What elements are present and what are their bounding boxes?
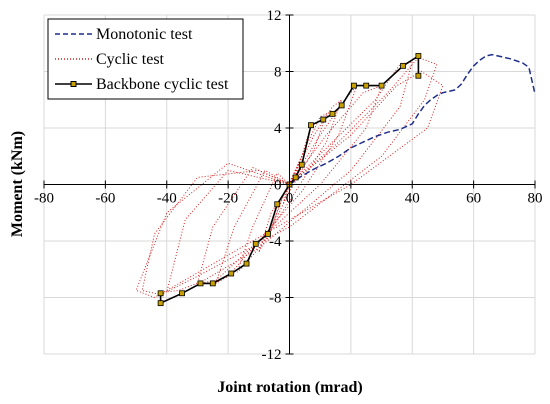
backbone-marker (338, 102, 345, 109)
backbone-marker (298, 161, 305, 168)
x-tick-label: 20 (343, 191, 358, 207)
x-tick-label: -60 (95, 191, 115, 207)
backbone-marker (157, 290, 164, 297)
legend-marker-backbone (70, 81, 77, 87)
x-tick-label: 60 (466, 191, 481, 207)
cyclic-test-loop (166, 60, 414, 293)
y-tick-label: 4 (274, 121, 282, 137)
y-tick-label: 8 (274, 65, 282, 81)
y-axis-title: Moment (kNm) (9, 131, 26, 237)
backbone-marker (415, 53, 422, 59)
x-tick-label: -20 (218, 191, 238, 207)
backbone-marker (292, 174, 299, 181)
cyclic-test-loop (141, 56, 438, 296)
backbone-marker (400, 62, 406, 69)
cyclic-test-loop (196, 84, 383, 285)
legend-label-backbone: Backbone cyclic test (96, 76, 229, 93)
legend-box (47, 18, 244, 100)
monotonic-test-line (289, 53, 536, 186)
backbone-marker (378, 82, 385, 89)
backbone-marker (329, 110, 336, 117)
series-layer (135, 53, 536, 307)
cyclic-test-loop (258, 112, 328, 253)
y-tick-labels: 12 8 4 0 -4 -8 -12 (262, 8, 283, 363)
backbone-marker (252, 240, 259, 247)
x-tick-label: 80 (528, 191, 543, 207)
backbone-marker (197, 280, 204, 287)
x-tick-label: 40 (405, 191, 420, 207)
backbone-marker (320, 116, 327, 123)
backbone-marker (351, 82, 357, 89)
backbone-marker (415, 72, 422, 79)
backbone-marker (209, 280, 216, 287)
x-tick-label: -40 (157, 191, 177, 207)
legend-label-cyclic: Cyclic test (96, 51, 165, 68)
y-tick-label: -12 (262, 347, 282, 363)
y-tick-label: -8 (269, 291, 282, 307)
y-tick-label: 0 (274, 178, 282, 194)
backbone-marker (363, 82, 370, 89)
backbone-marker (265, 231, 271, 237)
backbone-marker (308, 122, 314, 129)
axes (43, 14, 536, 355)
x-tick-label: 0 (286, 191, 294, 207)
x-tick-label: -80 (34, 191, 54, 207)
backbone-marker (243, 260, 250, 267)
cyclic-test-loop (236, 98, 343, 273)
backbone-marker (179, 290, 185, 297)
x-tick-labels: -80 -60 -40 -20 0 20 40 60 80 (34, 191, 543, 207)
x-axis-title: Joint rotation (mrad) (217, 379, 362, 396)
backbone-marker (157, 300, 164, 307)
cyclic-test-loop (270, 125, 312, 230)
y-tick-label: -4 (269, 234, 282, 250)
legend: Monotonic test Cyclic test Backbone cycl… (47, 18, 244, 100)
backbone-marker (274, 201, 281, 208)
backbone-marker (228, 270, 235, 277)
legend-label-monotonic: Monotonic test (96, 26, 193, 43)
y-tick-label: 12 (267, 8, 282, 24)
